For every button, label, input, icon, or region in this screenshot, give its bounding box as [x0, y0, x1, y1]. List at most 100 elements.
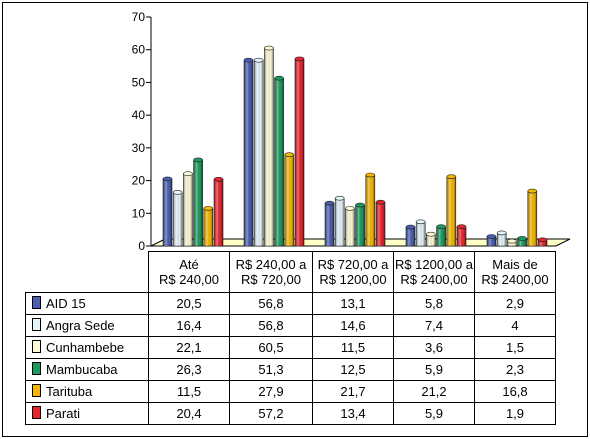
data-cell: 13,4 [312, 402, 394, 425]
bar [274, 75, 284, 247]
bar-shade [457, 226, 466, 246]
bar [496, 230, 507, 247]
data-cell: 51,3 [229, 358, 313, 381]
data-cell: 20,4 [148, 402, 230, 425]
category-label-line: R$ 720,00 a [317, 257, 389, 272]
data-cell: 56,8 [229, 292, 313, 315]
y-axis: 0 10 20 30 40 50 60 70 [132, 10, 152, 253]
data-cell: 11,5 [148, 380, 230, 403]
data-cell: 16,8 [474, 380, 556, 403]
bar-shade [193, 159, 203, 246]
bar [243, 57, 254, 247]
bar-top [507, 238, 517, 244]
category-header: R$ 720,00 a R$ 1200,00 [312, 251, 394, 293]
category-label-line: R$ 1200,00 [319, 272, 387, 287]
table-row: Mambucaba 26,3 51,3 12,5 5,9 2,3 [25, 358, 556, 381]
bar-top [527, 188, 538, 194]
bar-shade [254, 60, 264, 246]
legend-swatch [32, 296, 41, 309]
bar-shade [426, 234, 436, 246]
bar-shade [517, 238, 527, 246]
legend-swatch [32, 406, 41, 419]
category-label-line: R$ 2400,00 [400, 272, 468, 287]
data-cell: 14,6 [312, 314, 394, 337]
bar-top [213, 176, 224, 182]
bar-shade [406, 227, 415, 246]
bars [162, 45, 548, 247]
table-row: AID 15 20,5 56,8 13,1 5,8 2,9 [25, 292, 556, 315]
series-name: Tarituba [46, 384, 93, 399]
bar-top [274, 75, 284, 81]
category-label-line: R$ 240,00 a [235, 257, 307, 272]
bar [294, 56, 305, 247]
bar [426, 231, 436, 247]
bar-shade [416, 221, 426, 246]
data-cell: 5,8 [393, 292, 475, 315]
bar-top [517, 236, 527, 241]
bar-shade [538, 239, 547, 246]
bar-top [345, 206, 355, 211]
bar [213, 176, 224, 247]
legend-entry: Angra Sede [25, 314, 149, 337]
y-tick-label: 70 [132, 10, 146, 24]
data-cell: 22,1 [148, 336, 230, 359]
bar-shade [335, 198, 345, 246]
table-row: Cunhambebe 22,1 60,5 11,5 3,6 1,5 [25, 336, 556, 359]
y-tick-label: 0 [138, 239, 145, 253]
bar-shade [355, 205, 365, 246]
bar-top [264, 45, 274, 51]
bar-shade [345, 208, 355, 246]
data-cell: 21,7 [312, 380, 394, 403]
bar-shade [214, 179, 223, 246]
legend-entry: Mambucaba [25, 358, 149, 381]
legend-entry: Cunhambebe [25, 336, 149, 359]
bar [405, 224, 416, 247]
data-cell: 12,5 [312, 358, 394, 381]
bar [446, 174, 457, 247]
bar-top [253, 57, 264, 63]
table-row: Tarituba 11,5 27,9 21,7 21,2 16,8 [25, 380, 556, 403]
data-cell: 27,9 [229, 380, 313, 403]
legend-swatch [32, 384, 41, 397]
data-table-corner [25, 251, 149, 293]
bar [345, 206, 355, 247]
y-tick-label: 20 [132, 174, 146, 188]
bar [264, 45, 274, 247]
bar-top [405, 224, 416, 230]
series-name: AID 15 [46, 296, 86, 311]
table-row: Parati 20,4 57,2 13,4 5,9 1,9 [25, 402, 556, 425]
category-label-line: Mais de [492, 257, 538, 272]
legend-entry: Tarituba [25, 380, 149, 403]
bar-top [365, 172, 376, 178]
legend-swatch [32, 318, 41, 331]
bar-top [193, 157, 203, 163]
bar-top [203, 206, 214, 211]
category-header: R$ 240,00 a R$ 720,00 [229, 251, 313, 293]
table-row: Angra Sede 16,4 56,8 14,6 7,4 4 [25, 314, 556, 337]
bar-shade [173, 192, 183, 246]
y-tick-label: 50 [132, 75, 146, 89]
bar-shade [203, 208, 213, 246]
series-name: Parati [46, 406, 80, 421]
bar-top [162, 176, 173, 182]
bar-top [446, 174, 457, 179]
bar [365, 172, 376, 247]
bar-top [415, 219, 426, 225]
category-header: Mais de R$ 2400,00 [474, 251, 556, 293]
bar-top [334, 195, 345, 201]
bar [324, 200, 335, 247]
bar [486, 234, 497, 247]
category-label-line: Até [179, 257, 199, 272]
bar [436, 224, 446, 247]
bar-top [324, 200, 335, 206]
y-tick-label: 10 [132, 206, 146, 220]
bar [183, 171, 193, 247]
bar-top [375, 199, 386, 205]
data-cell: 16,4 [148, 314, 230, 337]
bar [193, 157, 203, 247]
data-cell: 5,9 [393, 358, 475, 381]
bar-shade [527, 191, 537, 246]
bar-shade [436, 226, 446, 246]
bar [527, 188, 538, 247]
bar [537, 237, 548, 247]
